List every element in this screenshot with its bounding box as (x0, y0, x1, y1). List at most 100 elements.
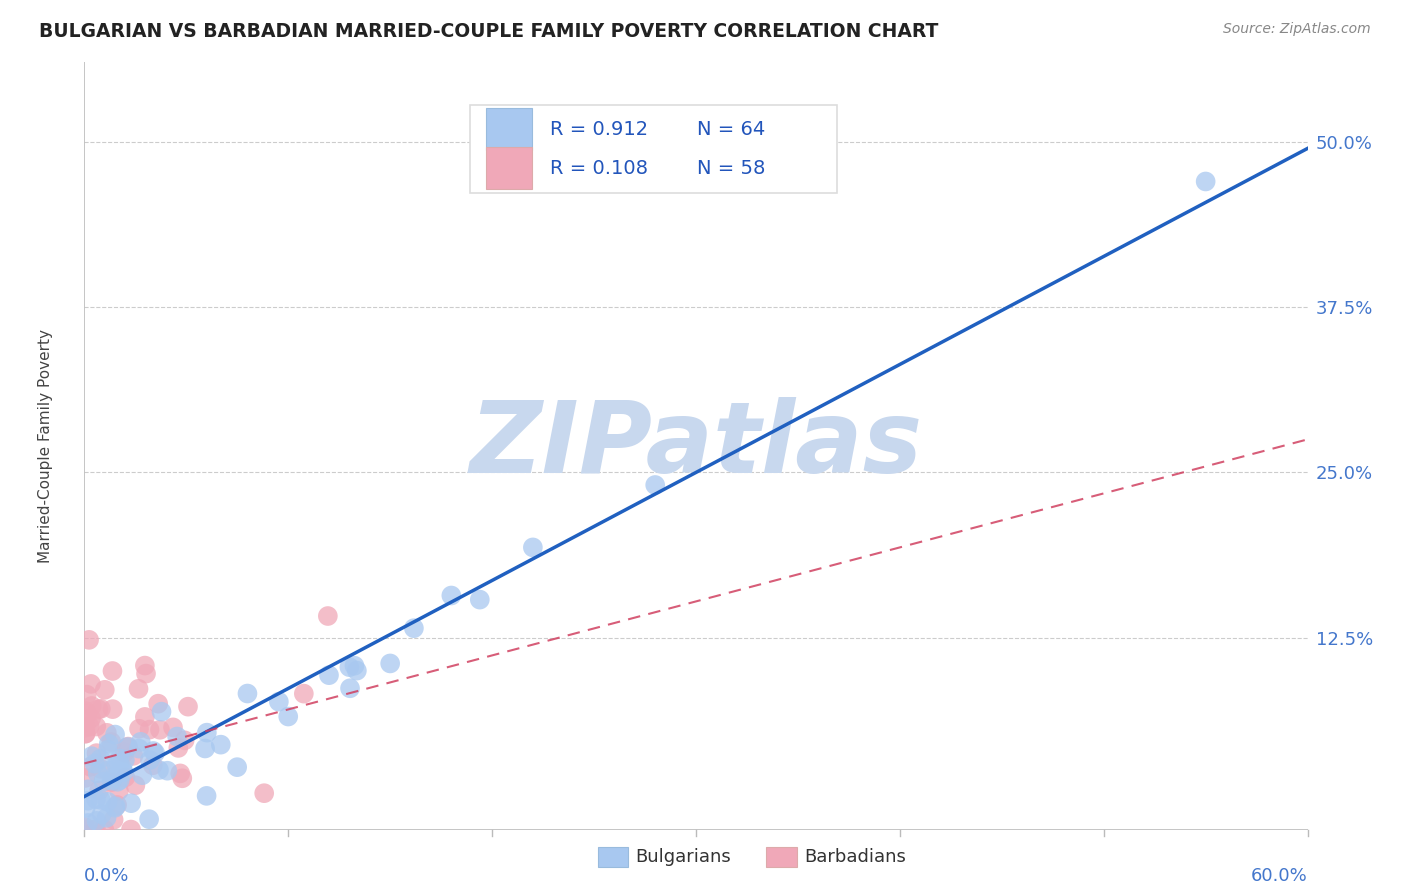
Point (122, 748, 145, 763)
Point (339, 660, 361, 674)
Point (166, 730, 188, 744)
Point (97, 764, 120, 778)
Point (79, 719, 101, 733)
Point (73, 820, 96, 834)
Text: Barbadians: Barbadians (804, 848, 905, 866)
Point (97, 743, 120, 757)
Point (108, 773, 131, 788)
Point (138, 812, 160, 826)
Text: Source: ZipAtlas.com: Source: ZipAtlas.com (1223, 22, 1371, 37)
Point (97, 737, 120, 751)
Point (253, 786, 276, 800)
Point (100, 773, 122, 788)
Point (84, 792, 107, 806)
Point (114, 770, 136, 784)
Point (73, 822, 96, 837)
Point (83, 822, 105, 837)
Point (117, 739, 139, 754)
Point (108, 751, 131, 765)
Point (103, 813, 125, 827)
Point (105, 758, 128, 772)
Point (150, 705, 173, 719)
Point (402, 621, 425, 635)
Point (87, 702, 110, 716)
Point (115, 740, 138, 755)
Point (90, 762, 112, 776)
Point (75, 727, 97, 741)
Bar (485, 147, 531, 189)
Point (139, 753, 162, 767)
Point (114, 746, 136, 760)
Point (96, 811, 118, 825)
Text: 60.0%: 60.0% (1251, 867, 1308, 885)
Text: Bulgarians: Bulgarians (636, 848, 731, 866)
Point (277, 709, 299, 723)
Text: R = 0.108: R = 0.108 (550, 159, 648, 178)
Point (94, 682, 117, 697)
Text: N = 64: N = 64 (697, 120, 765, 139)
Point (146, 697, 169, 711)
Point (346, 664, 368, 678)
Point (77, 632, 100, 647)
Point (172, 772, 194, 786)
Point (128, 681, 150, 696)
Point (101, 664, 124, 678)
Point (75, 704, 97, 718)
Text: ZIPatlas: ZIPatlas (470, 398, 922, 494)
Point (138, 723, 160, 737)
Point (134, 710, 156, 724)
Point (226, 760, 249, 774)
Point (120, 796, 142, 810)
Point (93, 822, 115, 837)
Point (86, 746, 108, 760)
Point (135, 666, 157, 681)
Point (104, 799, 127, 814)
Point (173, 733, 195, 747)
Point (84, 822, 107, 837)
Point (90, 702, 112, 716)
Point (644, 478, 666, 492)
Point (90, 793, 112, 807)
Point (105, 797, 128, 812)
Point (89, 752, 111, 766)
Point (194, 741, 217, 756)
Point (236, 686, 259, 700)
Point (75, 771, 97, 785)
Point (80, 677, 103, 691)
Text: Married-Couple Family Poverty: Married-Couple Family Poverty (38, 329, 52, 563)
Point (111, 761, 134, 775)
Point (112, 765, 135, 780)
Point (79, 760, 101, 774)
Point (292, 687, 315, 701)
Point (316, 609, 339, 624)
Point (148, 763, 170, 777)
Point (177, 699, 200, 714)
Point (76, 794, 98, 808)
Point (80, 698, 103, 713)
Point (97, 795, 120, 809)
Point (80, 749, 103, 764)
Point (162, 720, 184, 734)
Point (86, 814, 108, 828)
Point (209, 738, 232, 752)
Point (90, 807, 112, 822)
Point (104, 728, 127, 742)
Point (128, 741, 150, 756)
Point (75, 721, 97, 735)
Point (101, 702, 124, 716)
Point (107, 774, 129, 789)
Point (83, 756, 105, 771)
Point (117, 739, 139, 754)
Point (131, 768, 153, 782)
Point (107, 756, 129, 771)
Point (134, 658, 156, 673)
Point (149, 723, 172, 737)
Point (343, 658, 366, 673)
Point (77, 816, 100, 830)
Point (129, 735, 152, 749)
Point (142, 758, 165, 772)
Point (156, 764, 179, 778)
Point (76, 706, 98, 721)
Point (86, 766, 108, 780)
Point (103, 770, 125, 784)
